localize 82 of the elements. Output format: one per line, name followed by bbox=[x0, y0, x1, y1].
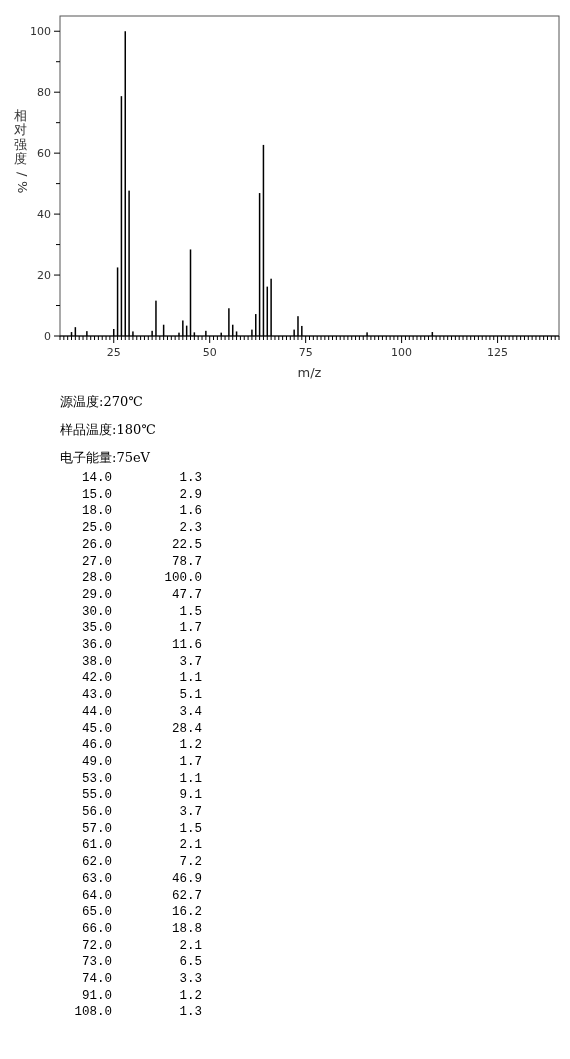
text: 28.0 bbox=[81, 571, 112, 586]
text: 28.4 bbox=[171, 721, 202, 736]
text: 1.2 bbox=[179, 738, 202, 753]
text: 30.0 bbox=[81, 604, 112, 619]
text: 样品温度:180℃ bbox=[60, 422, 156, 437]
text: 1.6 bbox=[179, 504, 202, 519]
text: 53.0 bbox=[81, 771, 112, 786]
text: 62.0 bbox=[81, 855, 112, 870]
text: 46.0 bbox=[81, 738, 112, 753]
text: 25.0 bbox=[81, 521, 112, 536]
y-tick-label: 40 bbox=[37, 207, 51, 221]
text: 61.0 bbox=[81, 838, 112, 853]
text: 3.4 bbox=[179, 704, 202, 719]
text: 47.7 bbox=[171, 587, 202, 602]
text: 1.7 bbox=[179, 754, 202, 769]
y-axis-title: 相对强度/% bbox=[14, 108, 30, 194]
text: 108.0 bbox=[74, 1005, 112, 1020]
text: 64.0 bbox=[81, 888, 112, 903]
text: 56.0 bbox=[81, 805, 112, 819]
text: 18.0 bbox=[81, 504, 112, 519]
text: 35.0 bbox=[81, 621, 112, 636]
text: 43.0 bbox=[81, 688, 112, 703]
text: 2.1 bbox=[179, 838, 202, 853]
text: 78.7 bbox=[171, 554, 202, 569]
text: 38.0 bbox=[81, 654, 112, 669]
text: 1.5 bbox=[179, 604, 202, 619]
text: 27.0 bbox=[81, 554, 112, 569]
text: 57.0 bbox=[81, 821, 112, 836]
text: 1.1 bbox=[179, 671, 202, 686]
text: 55.0 bbox=[81, 788, 112, 803]
text: 42.0 bbox=[81, 671, 112, 686]
text: 18.8 bbox=[171, 921, 202, 936]
text: 1.7 bbox=[179, 621, 202, 636]
text: 29.0 bbox=[81, 587, 112, 602]
text: 5.1 bbox=[179, 688, 202, 703]
text: 1.5 bbox=[179, 821, 202, 836]
x-tick-label: 100 bbox=[391, 346, 413, 359]
text: 44.0 bbox=[81, 704, 112, 719]
text: 62.7 bbox=[171, 888, 202, 903]
text: 2.9 bbox=[179, 487, 202, 502]
text: 46.9 bbox=[171, 871, 202, 886]
x-tick-label: 125 bbox=[487, 346, 509, 359]
text: 63.0 bbox=[81, 871, 112, 886]
text: 16.2 bbox=[171, 905, 202, 920]
y-tick-label: 60 bbox=[37, 146, 51, 160]
text: 9.1 bbox=[179, 788, 202, 803]
text: 1.1 bbox=[179, 771, 202, 786]
text: 3.7 bbox=[179, 805, 202, 819]
x-tick-label: 75 bbox=[298, 346, 313, 359]
text: 36.0 bbox=[81, 638, 112, 652]
text: 11.6 bbox=[171, 638, 202, 652]
text: 72.0 bbox=[81, 938, 112, 953]
text: 1.3 bbox=[179, 471, 202, 485]
y-tick-label: 20 bbox=[37, 268, 51, 282]
text: 22.5 bbox=[171, 537, 202, 552]
text: 电子能量:75eV bbox=[60, 450, 151, 465]
text: 73.0 bbox=[81, 955, 112, 970]
x-tick-label: 50 bbox=[202, 346, 217, 359]
text: 7.2 bbox=[179, 855, 202, 870]
text: 66.0 bbox=[81, 921, 112, 936]
text: 45.0 bbox=[81, 721, 112, 736]
text: 2.1 bbox=[179, 938, 202, 953]
text: 100.0 bbox=[164, 571, 202, 586]
y-tick-label: 80 bbox=[37, 86, 51, 100]
y-tick-label: 0 bbox=[44, 329, 51, 343]
text: 14.0 bbox=[81, 471, 112, 485]
x-axis-title: m/z bbox=[297, 365, 322, 380]
text: 3.7 bbox=[179, 654, 202, 669]
text: 74.0 bbox=[81, 972, 112, 986]
text: 15.0 bbox=[81, 487, 112, 502]
text: 1.3 bbox=[179, 1005, 202, 1020]
text: 49.0 bbox=[81, 754, 112, 769]
y-tick-label: 100 bbox=[30, 25, 51, 39]
text: 91.0 bbox=[81, 988, 112, 1003]
text: 2.3 bbox=[179, 521, 202, 536]
text: 1.2 bbox=[179, 988, 202, 1003]
text: 65.0 bbox=[81, 905, 112, 920]
text: 源温度:270℃ bbox=[60, 394, 143, 409]
text: 26.0 bbox=[81, 537, 112, 552]
text: 6.5 bbox=[179, 955, 202, 970]
x-tick-label: 25 bbox=[106, 346, 121, 359]
text: 3.3 bbox=[179, 972, 202, 986]
